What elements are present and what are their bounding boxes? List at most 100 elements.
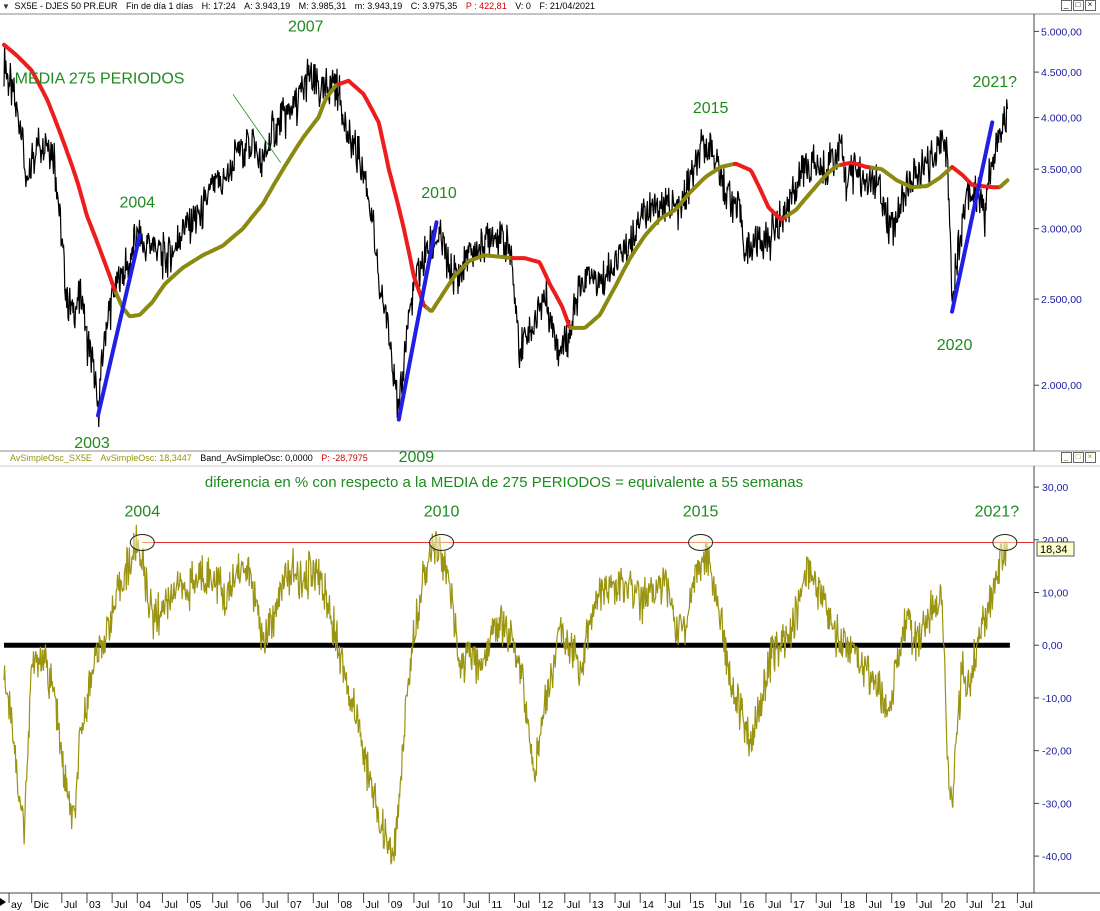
time-label: H: 17:24 bbox=[201, 1, 236, 11]
x-axis-tick-label: Jul bbox=[164, 899, 177, 911]
x-axis-tick-label: Jul bbox=[366, 899, 379, 911]
ma-falling-segment bbox=[510, 256, 573, 330]
axes: 5.000,00 4.500,00 4.000,00 3.500,00 3.000,00… bbox=[0, 26, 1082, 911]
x-axis-tick-label: 17 bbox=[793, 899, 805, 911]
osc-y-tick-label: -30,00 bbox=[1042, 798, 1072, 810]
x-axis-tick-label: Jul bbox=[1019, 899, 1032, 911]
x-axis-tick-label: 18 bbox=[843, 899, 855, 911]
annotation-label: 2015 bbox=[693, 100, 729, 117]
x-axis-tick-label: Jul bbox=[466, 899, 479, 911]
current-value-tag: 18,34 bbox=[1036, 541, 1075, 557]
x-axis-tick-label: ay bbox=[11, 899, 23, 911]
peak-marker-label: 2010 bbox=[424, 503, 460, 520]
trendline-2009 bbox=[396, 220, 439, 422]
price-y-tick-label: 2.500,00 bbox=[1041, 294, 1082, 306]
date-label: F: 21/04/2021 bbox=[539, 1, 595, 11]
price-y-tick-label: 3.000,00 bbox=[1041, 224, 1082, 236]
minimize-icon[interactable]: _ bbox=[1061, 452, 1072, 463]
band-label: Band_AvSimpleOsc: 0,0000 bbox=[200, 453, 313, 463]
x-axis-tick-label: Jul bbox=[215, 899, 228, 911]
annotation-label: 2007 bbox=[288, 18, 324, 35]
x-axis-tick-label: 13 bbox=[592, 899, 604, 911]
ma-falling-segment bbox=[839, 160, 874, 170]
annotation-label: 2021? bbox=[973, 74, 1018, 91]
x-axis-tick-label: 04 bbox=[139, 899, 151, 911]
price-y-tick-label: 4.000,00 bbox=[1041, 113, 1082, 125]
trendline-2020 bbox=[950, 120, 995, 314]
symbol-label: SX5E - DJES 50 PR.EUR bbox=[14, 1, 118, 11]
x-axis-tick-label: Jul bbox=[567, 899, 580, 911]
x-axis-tick-label: Jul bbox=[919, 899, 932, 911]
volume-label: V: 0 bbox=[515, 1, 531, 11]
price-y-tick-label: 2.000,00 bbox=[1041, 380, 1082, 392]
peak-marker-label: 2004 bbox=[125, 503, 161, 520]
x-axis-tick-label: Jul bbox=[265, 899, 278, 911]
annotation-label: 2003 bbox=[74, 435, 110, 452]
osc-pane-window-controls: _ □ × bbox=[1060, 452, 1096, 465]
x-axis-tick-label: 19 bbox=[894, 899, 906, 911]
x-axis-tick-label: 10 bbox=[441, 899, 453, 911]
annotation-label: 2020 bbox=[937, 337, 973, 354]
x-axis-tick-label: Jul bbox=[617, 899, 630, 911]
pane-dropdown-icon[interactable]: ▼ bbox=[2, 2, 10, 11]
osc-y-tick-label: 0,00 bbox=[1042, 640, 1063, 652]
x-axis-tick-label: Jul bbox=[516, 899, 529, 911]
x-axis-tick-label: Jul bbox=[869, 899, 882, 911]
osc-y-tick-label: 30,00 bbox=[1042, 482, 1068, 494]
x-axis-tick-label: 12 bbox=[542, 899, 554, 911]
oscillator-pane-header: AvSimpleOsc_SX5E AvSimpleOsc: 18,3447 Ba… bbox=[0, 452, 1100, 465]
price-y-tick-label: 3.500,00 bbox=[1041, 164, 1082, 176]
current-value-box bbox=[1036, 541, 1075, 557]
osc-y-tick-label: -10,00 bbox=[1042, 693, 1072, 705]
x-axis-tick-label: 15 bbox=[693, 899, 705, 911]
x-axis-tick-label: 08 bbox=[340, 899, 352, 911]
annotation-label: 2009 bbox=[399, 449, 435, 466]
maximize-icon[interactable]: □ bbox=[1073, 0, 1084, 11]
osc-value-prefix: AvSimpleOsc: 18,3447 bbox=[100, 452, 191, 465]
ma-rising-segment bbox=[568, 161, 737, 330]
osc-y-tick-label: 10,00 bbox=[1042, 588, 1068, 600]
maximize-icon[interactable]: □ bbox=[1073, 452, 1084, 463]
close-icon[interactable]: × bbox=[1085, 0, 1096, 11]
ma-rising-segment bbox=[869, 165, 955, 190]
x-axis-tick-label: 05 bbox=[190, 899, 202, 911]
x-axis-tick-label: Jul bbox=[768, 899, 781, 911]
ma-rising-segment bbox=[784, 162, 844, 219]
price-y-tick-label: 5.000,00 bbox=[1041, 26, 1082, 38]
open-label: A: 3.943,19 bbox=[244, 1, 291, 11]
scroll-left-icon[interactable] bbox=[0, 898, 6, 906]
x-axis-tick-label: 03 bbox=[89, 899, 101, 911]
peak-marker-label: 2015 bbox=[683, 503, 719, 520]
price-plot: 2007 MEDIA 275 PERIODOS 2021? 2015 2004 2010 2… bbox=[2, 18, 1018, 466]
x-axis-tick-label: Jul bbox=[969, 899, 982, 911]
current-value-text: 18,34 bbox=[1040, 544, 1068, 556]
x-axis-tick-label: 14 bbox=[642, 899, 654, 911]
ma-falling-segment bbox=[2, 42, 118, 295]
x-axis-tick-label: 09 bbox=[391, 899, 403, 911]
close-icon[interactable]: × bbox=[1085, 452, 1096, 463]
osc-y-tick-label: -40,00 bbox=[1042, 851, 1072, 863]
ma-falling-segment bbox=[336, 78, 430, 310]
x-axis-tick-label: 20 bbox=[944, 899, 956, 911]
period-label: Fin de día 1 días bbox=[126, 1, 194, 11]
close-label: C: 3.975,35 bbox=[410, 1, 458, 11]
osc-p-label: P: -28,7975 bbox=[321, 453, 368, 463]
x-axis-tick-label: 07 bbox=[290, 899, 302, 911]
x-axis-tick-label: 16 bbox=[743, 899, 755, 911]
oscillator-series-line bbox=[3, 524, 1008, 866]
price-series-line bbox=[3, 44, 1008, 428]
peak-marker-ellipse bbox=[429, 533, 455, 551]
high-label: M: 3.985,31 bbox=[298, 1, 347, 11]
ma-label-leader-line bbox=[232, 93, 281, 163]
x-axis-tick-label: Jul bbox=[818, 899, 831, 911]
x-axis-tick-label: 21 bbox=[994, 899, 1006, 911]
price-pane-window-controls: _ □ × bbox=[1060, 0, 1096, 13]
ma-rising-segment bbox=[114, 82, 341, 319]
x-axis-tick-label: Jul bbox=[667, 899, 680, 911]
x-axis-tick-label: Jul bbox=[64, 899, 77, 911]
annotation-label: 2004 bbox=[119, 194, 155, 211]
minimize-icon[interactable]: _ bbox=[1061, 0, 1072, 11]
annotation-label: MEDIA 275 PERIODOS bbox=[15, 70, 185, 87]
peak-marker-ellipse bbox=[129, 533, 155, 551]
